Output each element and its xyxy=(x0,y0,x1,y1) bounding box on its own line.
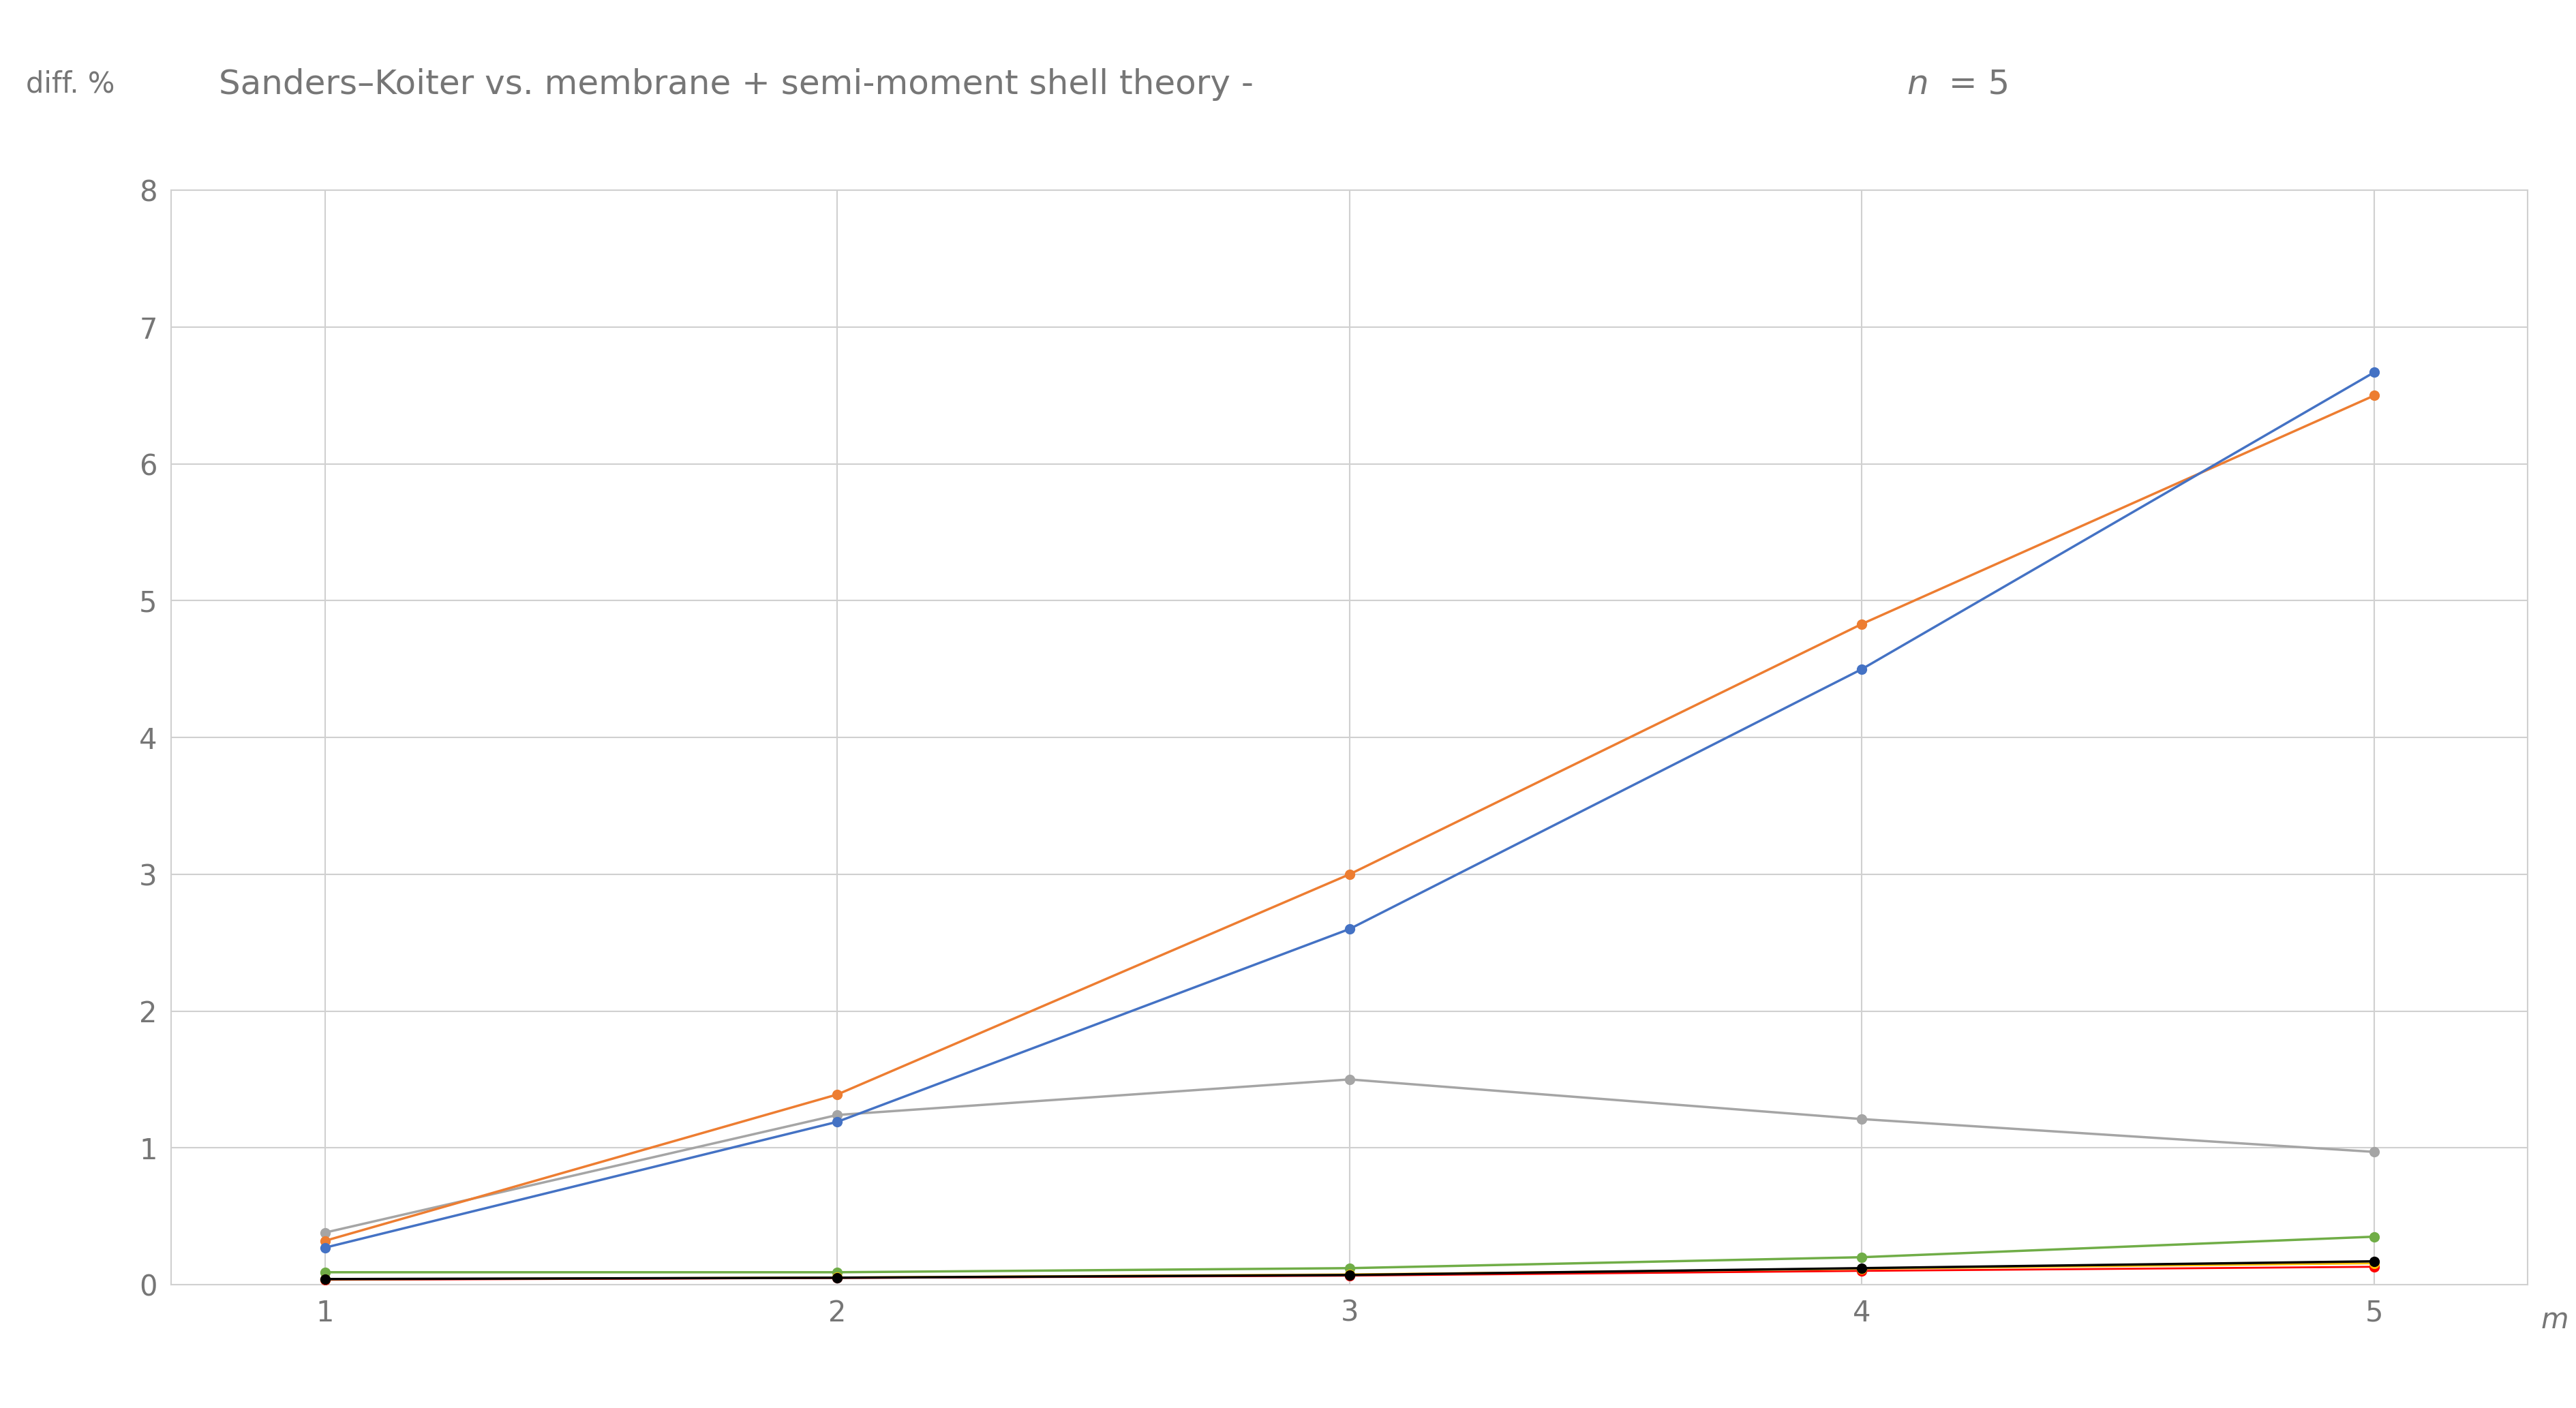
Text: m: m xyxy=(2540,1305,2568,1333)
Text: diff. %: diff. % xyxy=(26,70,113,99)
Text: = 5: = 5 xyxy=(1937,68,2009,101)
Text: Sanders–Koiter vs. membrane + semi-moment shell theory -: Sanders–Koiter vs. membrane + semi-momen… xyxy=(219,68,1265,101)
Text: n: n xyxy=(1906,68,1927,101)
